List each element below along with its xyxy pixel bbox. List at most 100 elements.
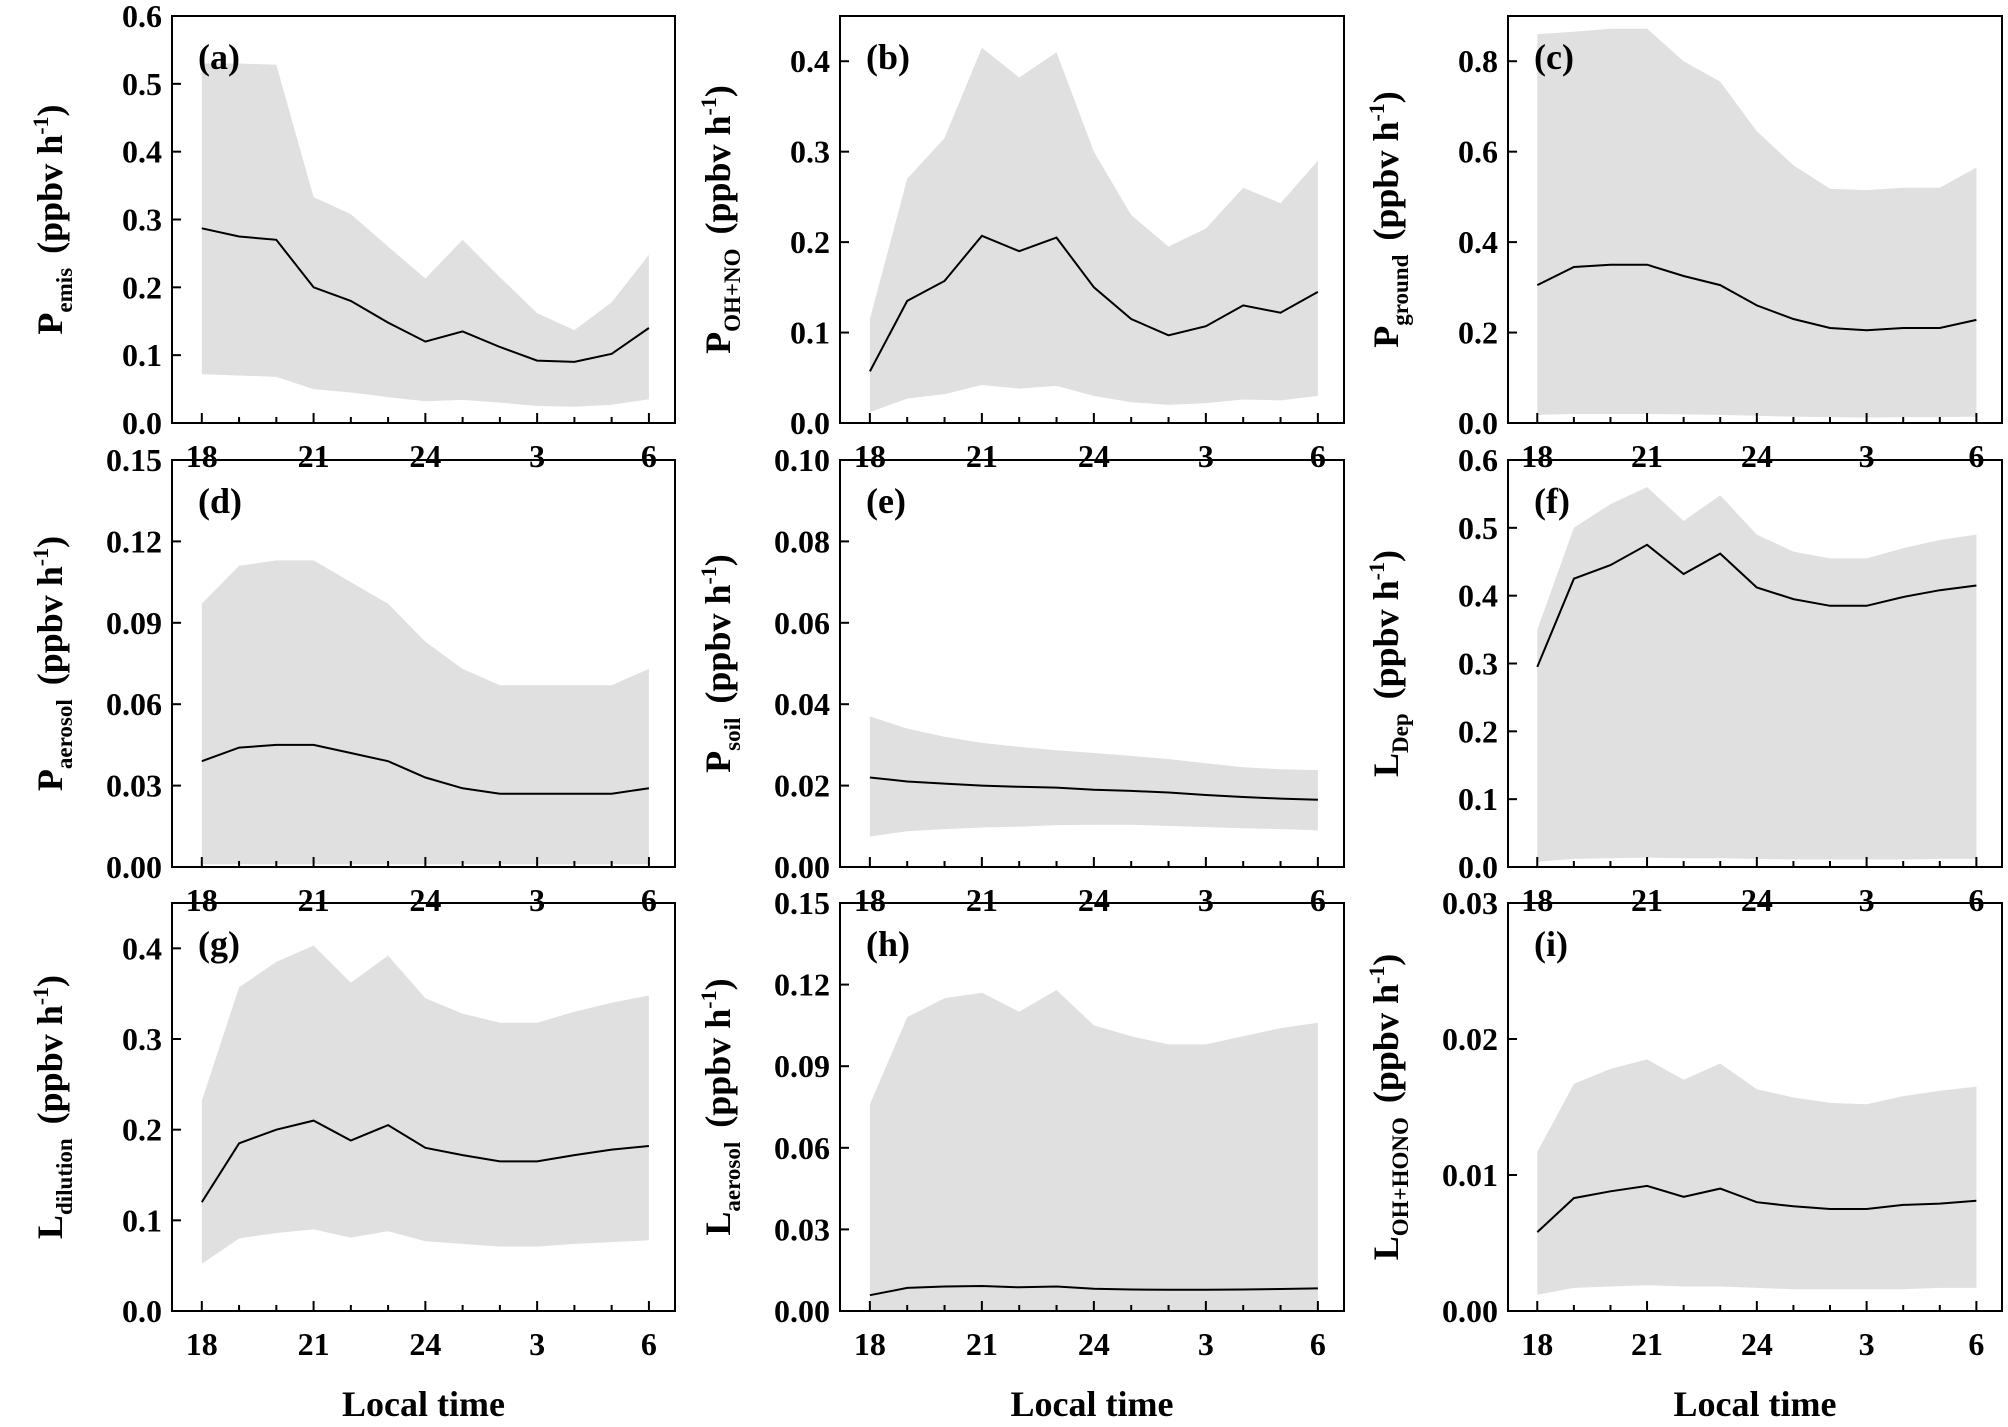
y-tick-label: 0.00	[1442, 1293, 1498, 1329]
y-axis-label-unit: (ppbv h	[698, 115, 738, 234]
y-tick-label: 0.12	[774, 967, 830, 1003]
x-tick-label: 3	[1859, 1326, 1875, 1362]
y-axis-label-superscript: -1	[696, 97, 721, 115]
y-tick-label: 0.6	[122, 0, 162, 34]
y-tick-label: 0.2	[1458, 713, 1498, 749]
panel-b: 0.0 0.1 0.2 0.3 0.4 18 21 24 3 6 (b) POH+NO (ppbv h-…	[696, 15, 1345, 474]
y-axis-label-superscript: -1	[28, 116, 53, 134]
mean-line	[869, 1284, 1318, 1297]
y-tick-label: 0.02	[774, 768, 830, 804]
panel-g: 0.0 0.1 0.2 0.3 0.4 18 21 24 3 6 (g) Ldilution (ppbv…	[28, 902, 676, 1362]
x-tick-label: 6	[641, 882, 657, 918]
plot-frame	[1507, 15, 2003, 424]
panel-tag: (g)	[198, 924, 240, 964]
y-axis-label-subscript: Dep	[1388, 713, 1413, 753]
y-axis-label-unit: (ppbv h	[30, 135, 70, 254]
y-tick-label: 0.09	[106, 605, 162, 641]
x-tick-label: 6	[1968, 438, 1984, 474]
y-tick-label: 0.04	[774, 686, 830, 722]
y-axis-label-superscript: -1	[696, 990, 721, 1008]
y-axis-label-subscript: soil	[720, 718, 745, 751]
x-tick-label: 24	[1078, 882, 1110, 918]
x-tick-label: 24	[1741, 882, 1773, 918]
y-tick-label: 0.1	[122, 337, 162, 373]
x-tick-label: 21	[966, 438, 998, 474]
x-tick-label: 6	[1968, 882, 1984, 918]
y-tick-label: 0.0	[1458, 849, 1498, 885]
y-tick-label: 0.1	[122, 1202, 162, 1238]
x-tick-label: 21	[1631, 438, 1663, 474]
panel-tag: (h)	[866, 924, 910, 964]
y-axis-label-superscript: -1	[28, 548, 53, 566]
y-tick-label: 0.10	[774, 442, 830, 478]
y-tick-label: 0.00	[774, 849, 830, 885]
y-tick-label: 0.0	[790, 405, 830, 441]
x-tick-label: 6	[1310, 1326, 1326, 1362]
y-axis-label-superscript: -1	[1364, 966, 1389, 984]
x-tick-label: 18	[186, 1326, 218, 1362]
y-tick-label: 0.8	[1458, 43, 1498, 79]
x-tick-label: 18	[186, 438, 218, 474]
y-tick-label: 0.03	[106, 768, 162, 804]
plot-frame	[171, 459, 676, 868]
x-tick-label: 3	[1198, 438, 1214, 474]
y-tick-label: 0.4	[1458, 224, 1498, 260]
y-tick-label: 0.0	[122, 405, 162, 441]
y-tick-label: 0.4	[122, 134, 162, 170]
range-band	[869, 990, 1318, 1311]
y-axis-label-symbol: L	[698, 1212, 738, 1236]
y-tick-label: 0.15	[106, 442, 162, 478]
y-tick-label: 0.2	[790, 224, 830, 260]
y-axis-label: Pemis (ppbv h-1)	[28, 104, 77, 334]
y-tick-label: 0.15	[774, 885, 830, 921]
panel-tag: (i)	[1534, 924, 1568, 964]
y-tick-label: 0.03	[1442, 885, 1498, 921]
x-tick-label: 6	[1310, 882, 1326, 918]
x-tick-label: 3	[1198, 1326, 1214, 1362]
y-axis-label-superscript: -1	[696, 566, 721, 584]
y-axis-label-symbol: P	[30, 313, 70, 335]
y-axis-label-subscript: OH+NO	[720, 249, 745, 332]
y-tick-label: 0.1	[790, 315, 830, 351]
x-tick-label: 6	[641, 1326, 657, 1362]
x-tick-label: 6	[1968, 1326, 1984, 1362]
x-axis-label: Local time	[1011, 1384, 1174, 1424]
y-axis-label: Ldilution (ppbv h-1)	[28, 975, 77, 1239]
plot-frame	[171, 902, 676, 1312]
y-axis-label-unit: (ppbv h	[698, 585, 738, 704]
x-tick-label: 24	[1078, 1326, 1110, 1362]
x-axis-label: Local time	[342, 1384, 505, 1424]
x-axis-labels: Local time Local time Local time	[342, 1384, 1836, 1424]
y-tick-label: 0.4	[1458, 578, 1498, 614]
x-tick-label: 24	[1741, 1326, 1773, 1362]
y-tick-label: 0.4	[122, 930, 162, 966]
y-axis-label-close: )	[1366, 550, 1406, 562]
y-axis-label-unit: (ppbv h	[698, 1009, 738, 1128]
y-axis-label-subscript: emis	[52, 268, 77, 313]
x-tick-label: 21	[298, 438, 330, 474]
y-tick-label: 0.3	[1458, 646, 1498, 682]
y-axis-label-symbol: P	[30, 769, 70, 791]
panel-a: 0.0 0.1 0.2 0.3 0.4 0.5 0.6 18 21 24 3 6 (a) Pemis (pp…	[28, 0, 676, 474]
x-tick-label: 18	[854, 882, 886, 918]
y-axis-label-superscript: -1	[1364, 103, 1389, 121]
y-tick-label: 0.6	[1458, 442, 1498, 478]
y-axis-label-subscript: ground	[1388, 254, 1413, 325]
range-band	[1537, 487, 1977, 862]
x-tick-label: 6	[1310, 438, 1326, 474]
y-axis-label-unit: (ppbv h	[30, 1005, 70, 1124]
y-axis-label-close: )	[698, 978, 738, 990]
x-tick-label: 3	[1859, 438, 1875, 474]
y-axis-label: Laerosol (ppbv h-1)	[696, 978, 745, 1235]
x-tick-label: 24	[409, 882, 441, 918]
y-axis-label-superscript: -1	[1364, 562, 1389, 580]
y-tick-label: 0.6	[1458, 134, 1498, 170]
y-axis-label-close: )	[698, 554, 738, 566]
y-axis-label: Paerosol (ppbv h-1)	[28, 536, 77, 791]
y-tick-label: 0.03	[774, 1211, 830, 1247]
y-axis-label-subscript: aerosol	[720, 1142, 745, 1212]
x-tick-label: 3	[1198, 882, 1214, 918]
x-tick-label: 24	[1078, 438, 1110, 474]
y-axis-label: LOH+HONO (ppbv h-1)	[1364, 954, 1413, 1261]
